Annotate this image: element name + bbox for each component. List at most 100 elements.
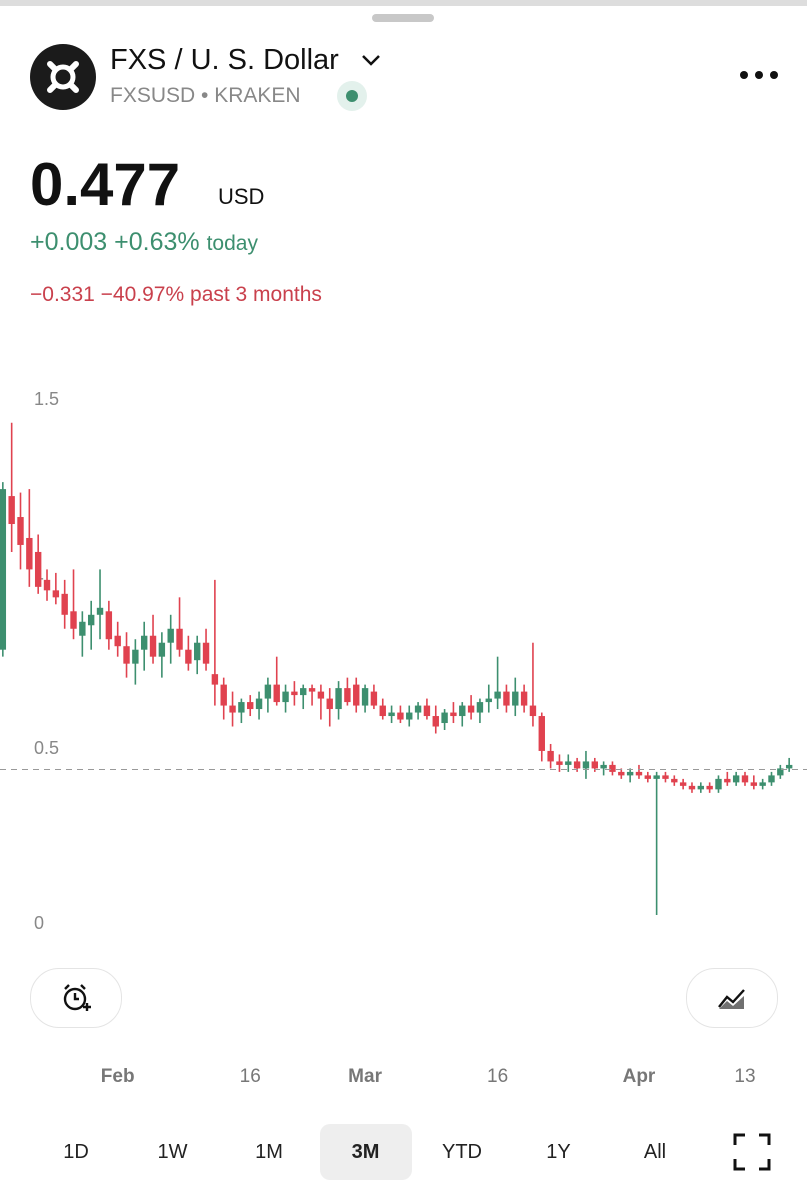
candle-body [361,688,369,706]
period-label: past 3 months [190,283,322,306]
chart-style-icon [718,989,745,1009]
candle-body [520,691,528,706]
candle-body [397,712,404,720]
candle-body [591,761,598,769]
drag-handle[interactable] [372,14,434,22]
candle-body [43,579,51,591]
candle-body [17,517,24,545]
currency: USD [218,184,265,209]
logo [30,44,96,110]
candle-body [635,771,643,776]
ticker: FXSUSD [110,84,196,107]
candle-body [697,785,705,790]
candle-body [344,688,351,703]
x-tick-label: Mar [348,1066,382,1087]
candle-body [688,785,696,790]
candle-body [149,635,157,657]
candle-body [229,705,236,713]
x-tick-label: Feb [101,1066,135,1087]
backdrop [0,0,807,6]
candle-body [158,642,166,657]
more-menu[interactable] [738,68,780,82]
candle-body [238,702,245,713]
candle-body [176,628,183,650]
candle-body [538,716,545,751]
candle-body [423,705,431,717]
candle-body [467,705,475,713]
candle-body [414,705,422,713]
range-tab[interactable]: 3M [319,1124,412,1180]
candle-body [211,674,219,685]
x-tick-label: 16 [240,1066,261,1087]
candle-body [353,684,360,706]
candle-body [61,593,68,615]
range-tab[interactable]: 1M [255,1141,283,1163]
change: −0.331 [30,283,95,306]
range-tab[interactable]: YTD [442,1141,482,1163]
candle-body [679,782,687,786]
candle-body [644,775,652,779]
candle-body [626,771,634,776]
candle-body [512,691,519,706]
candle-body [600,764,607,769]
candle-body [167,628,174,643]
candle-body [308,688,316,692]
candle-body [671,778,678,783]
candle-body [618,771,625,776]
candle-body [715,778,722,790]
x-tick-label: 16 [487,1066,508,1087]
candle-body [8,496,15,525]
candle-body [476,702,484,713]
range-tab[interactable]: All [643,1141,667,1163]
candle-body [662,775,669,779]
range-tab[interactable]: 1D [63,1141,89,1163]
price: 0.477 [30,151,181,218]
alarm-icon [63,984,91,1011]
candle-body [370,691,378,706]
candle-body [450,712,457,717]
candle-body [503,691,510,706]
y-tick-label: 1.5 [34,389,59,409]
candle-body [114,635,121,647]
candle-body [26,537,33,570]
change: +0.003 [30,228,108,256]
candle-body [556,761,563,765]
candle-body [105,611,113,640]
candle-body [406,712,413,720]
candle-body [529,705,537,717]
exchange: KRAKEN [214,84,301,107]
candle-body [70,611,77,629]
candle-body [52,590,60,598]
candle-body [741,775,749,783]
candle-body [79,621,86,636]
candle-body [732,775,740,783]
alert-button[interactable] [30,968,122,1028]
chart-style-button[interactable] [686,968,778,1028]
status-dot [337,81,367,111]
symbol-title[interactable]: FXS / U. S. Dollar [110,44,339,76]
candle-body [565,761,572,765]
candle-body [220,684,227,706]
ticker-line: FXSUSD • KRAKEN [110,84,301,107]
period-change: −0.331 −40.97% past 3 months [30,283,322,307]
candle-body [785,764,793,769]
candle-body [582,761,590,769]
candle-body [123,646,130,664]
candle-body [326,698,333,710]
candle-body [140,635,148,650]
candle-body [724,778,731,783]
candle-body [247,702,254,710]
today-label: today [206,232,258,255]
x-tick-label: Apr [623,1066,656,1087]
range-tab[interactable]: 1W [157,1141,188,1163]
candle-body [317,691,325,699]
range-tab[interactable]: 1Y [546,1141,571,1163]
chevron[interactable] [360,52,382,68]
x-tick-label: 13 [734,1066,755,1087]
candle-body [706,785,713,790]
fullscreen[interactable] [733,1133,771,1171]
candle-body [202,642,210,664]
candle-body [87,614,95,626]
